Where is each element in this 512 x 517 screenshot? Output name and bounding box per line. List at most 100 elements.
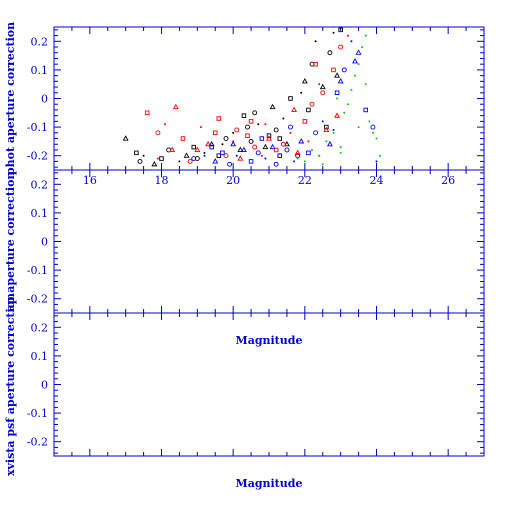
data-point (255, 150, 261, 156)
data-point (306, 107, 311, 113)
data-point (134, 150, 139, 156)
x-tick-label: 16 (83, 174, 97, 187)
data-point (269, 103, 276, 110)
data-point (301, 78, 308, 84)
panel-top: 0.2 0.1 0 -0.1 -0.2 16 18 20 22 24 26 phot aperture… (4, 22, 485, 187)
data-point (346, 103, 349, 106)
data-point (334, 72, 341, 78)
x-tick-label: 26 (441, 174, 455, 187)
data-point (199, 126, 202, 129)
data-point (248, 119, 254, 124)
y-tick-label: -0.1 (27, 407, 48, 420)
data-point (273, 161, 279, 167)
data-point (291, 106, 298, 112)
data-point (212, 130, 218, 136)
data-point (235, 154, 238, 157)
data-point (183, 152, 190, 158)
data-point (264, 157, 267, 160)
y-tick-label: -0.1 (27, 264, 48, 277)
data-point (237, 146, 244, 153)
data-point (363, 107, 369, 113)
data-point (221, 143, 224, 146)
data-point (248, 138, 254, 144)
y-tick-label: 0.1 (31, 207, 49, 220)
data-point (203, 151, 206, 154)
data-point (311, 148, 313, 151)
data-point (248, 159, 254, 164)
data-point (159, 156, 164, 161)
plot-frame (53, 26, 485, 171)
data-point (343, 111, 346, 114)
data-point (314, 40, 317, 43)
data-point (240, 146, 247, 153)
y-tick-label: 0.2 (31, 321, 49, 334)
data-point (294, 149, 301, 155)
data-point (318, 83, 321, 86)
y-tick-label: -0.1 (27, 121, 48, 134)
data-point (296, 157, 299, 160)
data-point (338, 27, 343, 33)
data-point (273, 127, 279, 133)
data-point (227, 161, 233, 167)
data-point (318, 154, 321, 157)
data-point (293, 160, 296, 163)
data-point (151, 160, 158, 167)
data-point (289, 131, 292, 134)
data-point (364, 34, 367, 37)
data-point (338, 44, 344, 50)
data-point (269, 143, 276, 150)
data-point (332, 131, 335, 134)
data-point (212, 158, 219, 164)
x-axis-label: Magnitude (236, 477, 303, 490)
data-point (266, 133, 272, 138)
data-point (245, 124, 250, 130)
data-point (187, 158, 193, 164)
y-axis-label: phot aperture correction (4, 22, 17, 175)
data-point (277, 136, 283, 141)
data-point (262, 143, 269, 150)
data-point (137, 158, 143, 164)
data-point (326, 140, 333, 147)
data-point (364, 83, 367, 86)
data-point (142, 154, 145, 157)
data-point (191, 144, 196, 150)
data-point (375, 160, 378, 163)
data-point (178, 160, 181, 163)
data-point (180, 136, 186, 141)
plot-frame (53, 169, 485, 314)
data-point (223, 136, 229, 141)
data-point (232, 131, 235, 134)
y-tick-label: 0.2 (31, 178, 49, 191)
data-point (245, 133, 250, 138)
data-point (354, 74, 356, 77)
data-point (357, 126, 360, 129)
y-tick-label: 0 (41, 379, 48, 392)
data-point (313, 61, 318, 67)
y-tick-label: 0.1 (31, 64, 49, 77)
data-point (379, 154, 382, 157)
data-point (357, 63, 360, 66)
data-point (252, 110, 258, 116)
data-point (350, 88, 353, 91)
data-point (339, 146, 342, 149)
data-point (144, 110, 150, 116)
panel-middle: 0.2 0.1 0 -0.1 -0.2 ap aperture correction Mag… (4, 169, 485, 347)
data-point (216, 153, 222, 158)
data-point (155, 130, 161, 136)
data-point (336, 97, 339, 100)
data-point (216, 116, 222, 121)
data-point (283, 140, 290, 147)
data-point (260, 154, 263, 157)
data-point (334, 90, 340, 96)
data-point (337, 78, 344, 84)
data-point (259, 136, 265, 141)
data-point (321, 120, 324, 123)
data-point (331, 67, 336, 73)
data-point (375, 137, 378, 140)
data-point (194, 146, 201, 153)
data-point (325, 140, 328, 143)
data-point (230, 140, 237, 147)
data-point (203, 154, 206, 157)
data-point (252, 144, 258, 150)
